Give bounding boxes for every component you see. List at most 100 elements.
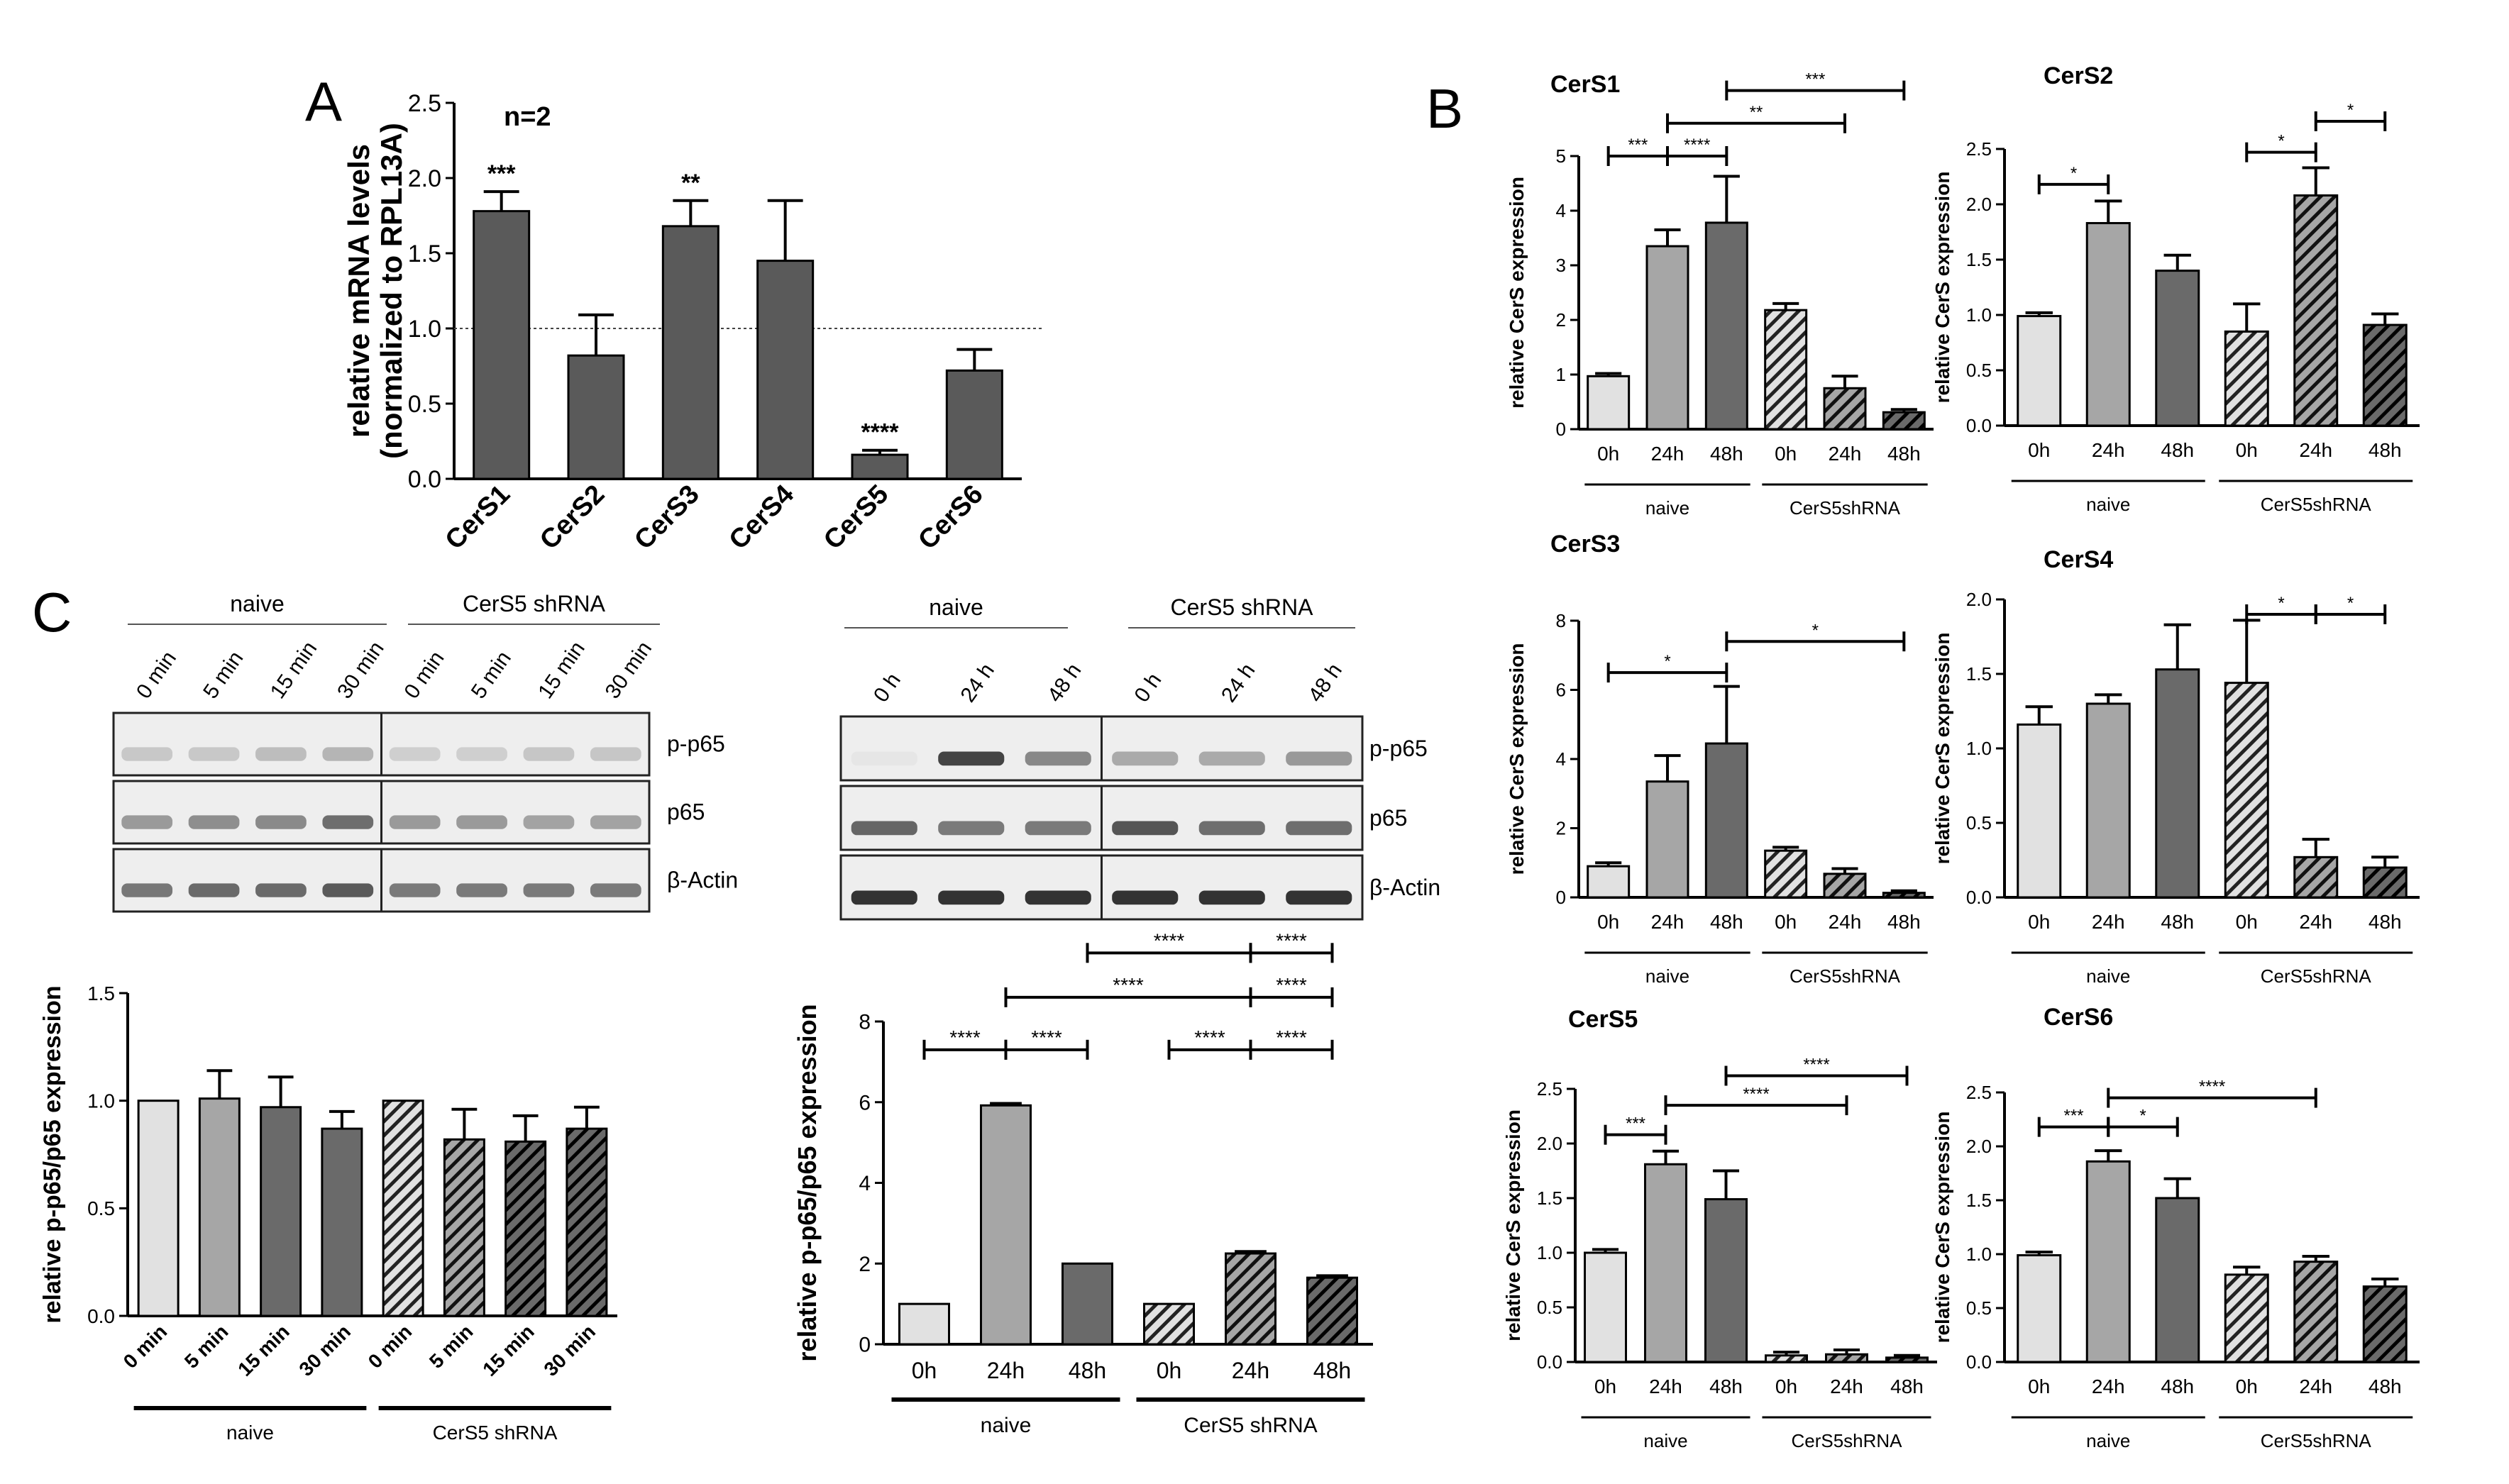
- y-tick-label: 4: [1556, 200, 1566, 221]
- bar: [2293, 855, 2339, 899]
- x-tick-label: 48h: [1890, 1375, 1924, 1397]
- bar: [2293, 1261, 2339, 1363]
- bar: [2017, 1254, 2062, 1363]
- y-tick-label: 1.0: [1537, 1242, 1562, 1263]
- blot-band: [389, 815, 441, 829]
- y-tick-label: 2.5: [1537, 1078, 1562, 1100]
- significance-label: *: [2139, 1107, 2146, 1126]
- significance-label: ***: [487, 160, 516, 187]
- y-tick-label: 2.5: [1966, 138, 1992, 160]
- bar: [260, 1106, 302, 1317]
- x-tick-label: CerS5: [818, 480, 894, 555]
- y-tick-label: 0: [859, 1334, 871, 1357]
- bar: [1882, 892, 1926, 899]
- bar: [1764, 309, 1808, 431]
- blot-band: [322, 883, 374, 897]
- x-tick-label: 48h: [1313, 1358, 1351, 1383]
- bar: [2155, 1197, 2200, 1363]
- bar: [2224, 330, 2269, 427]
- lane-label: 24 h: [1217, 659, 1260, 707]
- y-tick-label: 1.5: [87, 982, 115, 1004]
- blot-band: [851, 821, 917, 836]
- x-tick-label: 0h: [2236, 911, 2258, 933]
- significance-label: *: [2278, 132, 2284, 151]
- x-tick-label: 48h: [1710, 911, 1743, 933]
- blot-row-label: β-Actin: [1369, 875, 1440, 900]
- chart-c-left: 0.0 0.5 1.0 1.5 relative p-p65/p65 expressio…: [39, 982, 617, 1444]
- group-label: CerS5shRNA: [2261, 965, 2372, 987]
- blot-band: [1286, 890, 1352, 905]
- lane-label: 30 min: [333, 637, 389, 703]
- y-tick-label: 0.0: [87, 1305, 115, 1327]
- bar: [1645, 245, 1689, 431]
- significance-label: ***: [1628, 135, 1648, 155]
- significance-label: ***: [2063, 1107, 2083, 1126]
- bar: [980, 1104, 1032, 1346]
- y-tick-label: 1.0: [1966, 1244, 1992, 1265]
- x-tick-label: 48h: [2369, 439, 2402, 461]
- panel-letter-c: C: [32, 581, 72, 643]
- significance-label: ****: [861, 419, 900, 446]
- blot-band: [188, 883, 240, 897]
- x-tick-label: 0h: [2236, 439, 2258, 461]
- x-tick-label: 0h: [1597, 911, 1619, 933]
- x-tick-label: 0h: [1597, 443, 1619, 465]
- blot-band: [523, 883, 575, 897]
- bar: [1704, 221, 1748, 431]
- significance-label: *: [2070, 164, 2077, 183]
- bar: [1823, 387, 1867, 431]
- y-tick-label: 0: [1556, 419, 1566, 440]
- bar: [2085, 222, 2131, 427]
- x-tick-label: 15 min: [233, 1320, 294, 1380]
- blot-band: [851, 751, 917, 766]
- y-tick-label: 0.5: [408, 391, 441, 418]
- chart-cers4: 0.0 0.5 1.0 1.5 2.0 relative CerS expression 0…: [1931, 546, 2420, 987]
- y-tick-label: 2: [1556, 818, 1566, 839]
- bar: [1225, 1252, 1276, 1346]
- bar: [566, 1127, 608, 1317]
- y-tick-label: 0.5: [87, 1197, 115, 1219]
- y-tick-label: 0.5: [1537, 1297, 1562, 1318]
- significance-label: *: [2347, 101, 2354, 120]
- chart-cers3: 0 2 4 6 8 relative CerS expression 0h 24h 48h 0h 2…: [1506, 531, 1934, 987]
- group-label: naive: [2086, 494, 2130, 515]
- x-tick-label: 48h: [1069, 1358, 1106, 1383]
- x-tick-label: CerS3: [629, 480, 705, 555]
- bar: [851, 453, 909, 480]
- x-tick-label: 48h: [1887, 443, 1921, 465]
- chart-panel-a: 0.0 0.5 1.0 1.5 2.0 2.5 relative mRNA levels (n…: [342, 90, 1043, 555]
- blot-row-label: p-p65: [1369, 736, 1428, 761]
- blot-band: [1025, 821, 1091, 836]
- x-tick-label: 24h: [2092, 1375, 2125, 1397]
- x-tick-label: CerS1: [440, 480, 516, 555]
- group-label: CerS5shRNA: [1790, 965, 1901, 987]
- x-tick-label: 24h: [987, 1358, 1025, 1383]
- y-tick-label: 2.5: [1966, 1082, 1992, 1103]
- significance-label: **: [681, 170, 700, 196]
- blot-band: [590, 883, 641, 897]
- blot-band: [121, 883, 173, 897]
- x-tick-label: 24h: [1830, 1375, 1863, 1397]
- x-tick-label: 5 min: [180, 1320, 233, 1373]
- bar: [2362, 323, 2408, 427]
- blot-band: [590, 747, 641, 761]
- lane-label: 15 min: [534, 637, 590, 703]
- y-tick-label: 6: [859, 1091, 871, 1114]
- x-tick-label: 0h: [2028, 439, 2050, 461]
- x-tick-label: 24h: [1651, 443, 1684, 465]
- blot-band: [255, 747, 307, 761]
- y-axis-label: relative CerS expression: [1506, 643, 1528, 875]
- chart-c-right: 0 2 4 6 8 relative p-p65/p65 expression 0h 24h 4…: [793, 929, 1373, 1437]
- x-tick-label: 24h: [2092, 911, 2125, 933]
- bar: [661, 225, 719, 480]
- x-tick-label: 24h: [1829, 443, 1862, 465]
- y-tick-label: 2.0: [1966, 1136, 1992, 1157]
- x-tick-label: 0h: [2028, 1375, 2050, 1397]
- blot-row-label: β-Actin: [667, 868, 738, 893]
- lane-label: 48 h: [1303, 659, 1347, 707]
- group-label: naive: [1645, 497, 1689, 519]
- x-tick-label: 24h: [1232, 1358, 1269, 1383]
- bar: [2362, 866, 2408, 899]
- y-tick-label: 1.0: [1966, 738, 1992, 759]
- significance-label: *: [1664, 652, 1670, 671]
